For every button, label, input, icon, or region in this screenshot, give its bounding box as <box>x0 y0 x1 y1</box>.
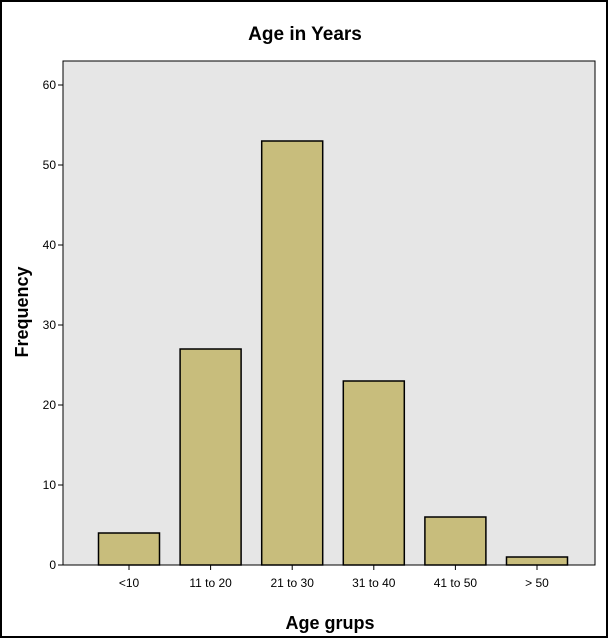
y-tick-label: 0 <box>49 558 56 572</box>
bar <box>342 380 406 566</box>
plot-area <box>62 60 596 566</box>
y-axis-title: Frequency <box>12 266 32 357</box>
x-tick-label: > 50 <box>525 576 549 590</box>
y-tick-label: 50 <box>43 158 57 172</box>
x-tick-label: 11 to 20 <box>189 576 232 590</box>
y-tick-label: 20 <box>43 398 57 412</box>
bar <box>260 140 324 566</box>
y-tick-label: 40 <box>43 238 57 252</box>
x-tick-label: 21 to 30 <box>271 576 315 590</box>
x-tick-label: <10 <box>119 576 140 590</box>
bars-group <box>97 140 569 566</box>
y-tick-label: 60 <box>43 78 57 92</box>
x-tick-label: 31 to 40 <box>352 576 396 590</box>
bar <box>424 516 487 566</box>
bar <box>505 556 569 566</box>
y-axis: 0 10 20 30 40 50 60 <box>43 78 63 572</box>
x-axis-title: Age grups <box>285 613 374 633</box>
bar <box>179 348 242 566</box>
x-axis: <10 11 to 20 21 to 30 31 to 40 41 to 50 > 50 <box>119 565 549 590</box>
y-tick-label: 10 <box>43 478 57 492</box>
bar <box>97 532 161 566</box>
chart-title: Age in Years <box>248 24 362 45</box>
x-tick-label: 41 to 50 <box>434 576 478 590</box>
y-tick-label: 30 <box>43 318 57 332</box>
